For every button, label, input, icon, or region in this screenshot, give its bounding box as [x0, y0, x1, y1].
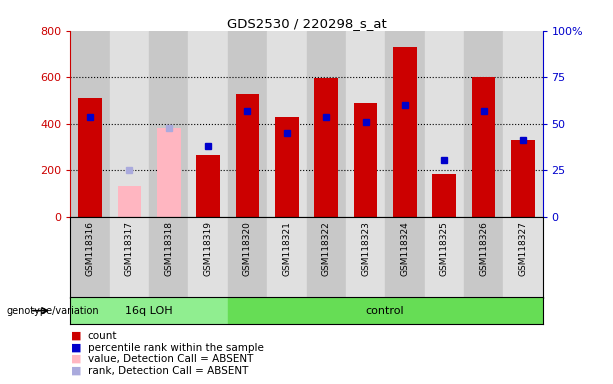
Text: GSM118317: GSM118317: [125, 221, 134, 276]
Text: value, Detection Call = ABSENT: value, Detection Call = ABSENT: [88, 354, 253, 364]
Bar: [267, 31, 306, 217]
Bar: [385, 217, 424, 298]
Text: rank, Detection Call = ABSENT: rank, Detection Call = ABSENT: [88, 366, 248, 376]
Bar: [78, 98, 102, 217]
Bar: [306, 217, 346, 298]
Text: GSM118319: GSM118319: [204, 221, 213, 276]
Bar: [306, 31, 346, 217]
Bar: [228, 297, 543, 324]
Text: ■: ■: [70, 331, 81, 341]
Bar: [314, 78, 338, 217]
Text: GSM118323: GSM118323: [361, 221, 370, 276]
Bar: [393, 47, 417, 217]
Text: ■: ■: [70, 354, 81, 364]
Bar: [464, 217, 503, 298]
Bar: [228, 217, 267, 298]
Text: GSM118322: GSM118322: [322, 221, 330, 276]
Bar: [346, 217, 385, 298]
Text: percentile rank within the sample: percentile rank within the sample: [88, 343, 264, 353]
Text: 16q LOH: 16q LOH: [125, 306, 173, 316]
Bar: [503, 217, 543, 298]
Bar: [70, 297, 228, 324]
Bar: [110, 217, 149, 298]
Bar: [189, 31, 228, 217]
Text: GSM118324: GSM118324: [400, 221, 409, 276]
Bar: [432, 174, 456, 217]
Bar: [354, 103, 377, 217]
Text: genotype/variation: genotype/variation: [6, 306, 99, 316]
Text: GSM118325: GSM118325: [440, 221, 449, 276]
Text: GSM118316: GSM118316: [86, 221, 94, 276]
Bar: [189, 217, 228, 298]
Bar: [464, 31, 503, 217]
Text: GSM118327: GSM118327: [519, 221, 527, 276]
Bar: [157, 129, 181, 217]
Text: GSM118320: GSM118320: [243, 221, 252, 276]
Bar: [424, 31, 464, 217]
Text: GSM118321: GSM118321: [283, 221, 291, 276]
Bar: [385, 31, 424, 217]
Bar: [228, 31, 267, 217]
Bar: [424, 217, 464, 298]
Bar: [118, 185, 142, 217]
Text: control: control: [366, 306, 405, 316]
Bar: [471, 77, 495, 217]
Text: GSM118326: GSM118326: [479, 221, 488, 276]
Text: ■: ■: [70, 343, 81, 353]
Text: ■: ■: [70, 366, 81, 376]
Text: count: count: [88, 331, 117, 341]
Bar: [70, 217, 110, 298]
Bar: [110, 31, 149, 217]
Bar: [196, 155, 220, 217]
Bar: [511, 140, 535, 217]
Bar: [235, 94, 259, 217]
Bar: [267, 217, 306, 298]
Text: GSM118318: GSM118318: [164, 221, 173, 276]
Bar: [346, 31, 385, 217]
Bar: [149, 217, 189, 298]
Bar: [70, 31, 110, 217]
Bar: [275, 117, 299, 217]
Bar: [503, 31, 543, 217]
Bar: [149, 31, 189, 217]
Text: GDS2530 / 220298_s_at: GDS2530 / 220298_s_at: [227, 17, 386, 30]
